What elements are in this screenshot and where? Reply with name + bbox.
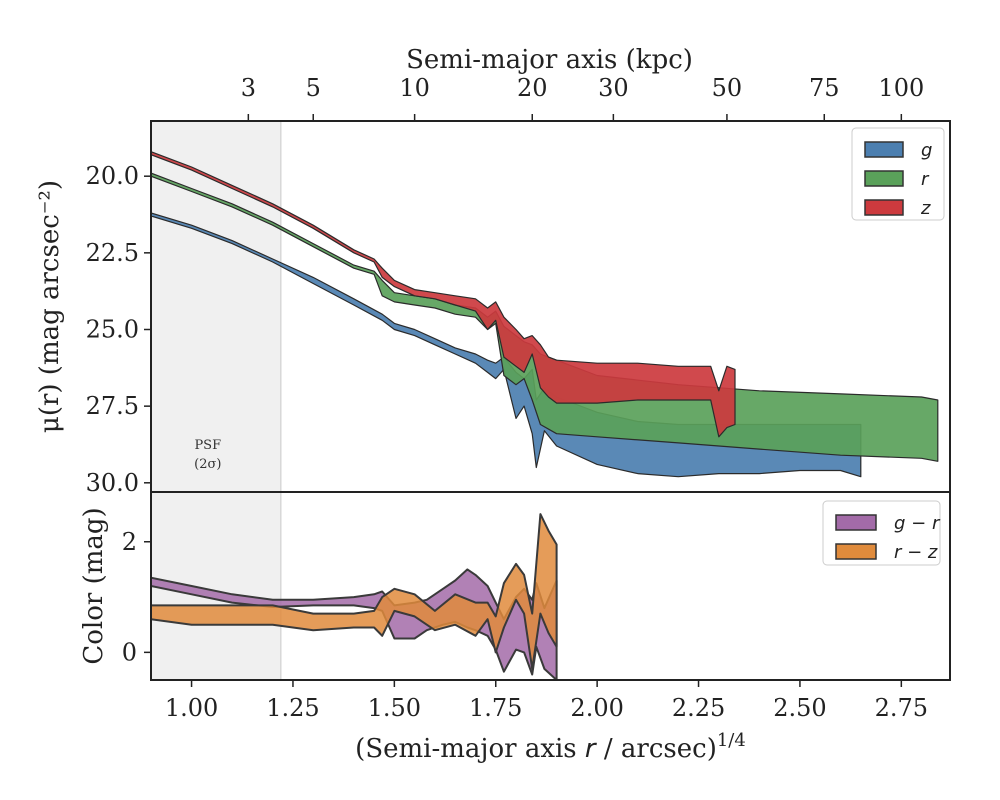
y-tick-label: 22.5 [86,239,139,267]
y-tick-label: 0 [122,638,137,666]
legend-swatch [835,514,877,531]
x-tick-label: 2.75 [875,694,928,722]
x-tick-label: 1.00 [165,694,218,722]
y-tick-label: 25.0 [86,315,139,343]
legend-swatch [835,543,877,560]
legend-entry: g [921,140,932,161]
y-tick-label: 27.5 [86,392,139,420]
color-profile-panel: 0 2 Color (mag) 1.00 1.25 1.50 1.75 2.00 2.25 2.5… [79,491,951,764]
x-tick-label: 1.50 [368,694,421,722]
y-tick-label: 30.0 [86,469,139,497]
x-axis-label: (Semi-major axis r / arcsec)1/4 [355,730,746,764]
x-tick-label: 1.75 [469,694,522,722]
band-r−z [151,513,558,670]
legend-swatch [864,141,904,158]
legend-swatch [864,199,904,216]
psf-region [151,121,281,492]
legend-entry: r [921,169,930,190]
legend-swatch [864,170,904,187]
x-tick-label: 1.25 [266,694,319,722]
kpc-tick-label: 20 [517,74,548,102]
y-tick-label: 20.0 [86,162,139,190]
top-legend: grz [851,127,945,221]
kpc-tick-label: 75 [809,74,840,102]
kpc-tick-label: 50 [712,74,743,102]
band-z [151,151,736,438]
color-axis-label: Color (mag) [79,507,109,664]
kpc-tick-label: 3 [241,74,256,102]
kpc-tick-label: 10 [399,74,430,102]
x-tick-label: 2.25 [672,694,725,722]
kpc-tick-label: 30 [598,74,629,102]
surface-brightness-panel: PSF (2σ) 20.0 22.5 25.0 27.5 30.0 3 5 10 20 30 50 75 1… [35,45,951,497]
kpc-tick-label: 100 [878,74,924,102]
legend-entry: g − r [894,513,941,534]
psf-sigma-label: (2σ) [194,457,221,472]
surface-brightness-bands [151,151,939,478]
x-tick-label: 2.50 [773,694,826,722]
top-axis-label: Semi-major axis (kpc) [406,45,693,75]
y-axis-label: μ(r) (mag arcsec⁻²) [35,180,65,433]
bottom-axes-frame [150,491,951,681]
y-tick-label: 2 [122,528,137,556]
psf-label: PSF [194,438,221,453]
color-bands [151,513,558,680]
legend-entry: r − z [894,542,938,563]
bottom-legend: g − r r − z [822,500,941,566]
kpc-tick-label: 5 [306,74,321,102]
x-tick-label: 2.00 [570,694,623,722]
legend-entry: z [920,198,931,219]
